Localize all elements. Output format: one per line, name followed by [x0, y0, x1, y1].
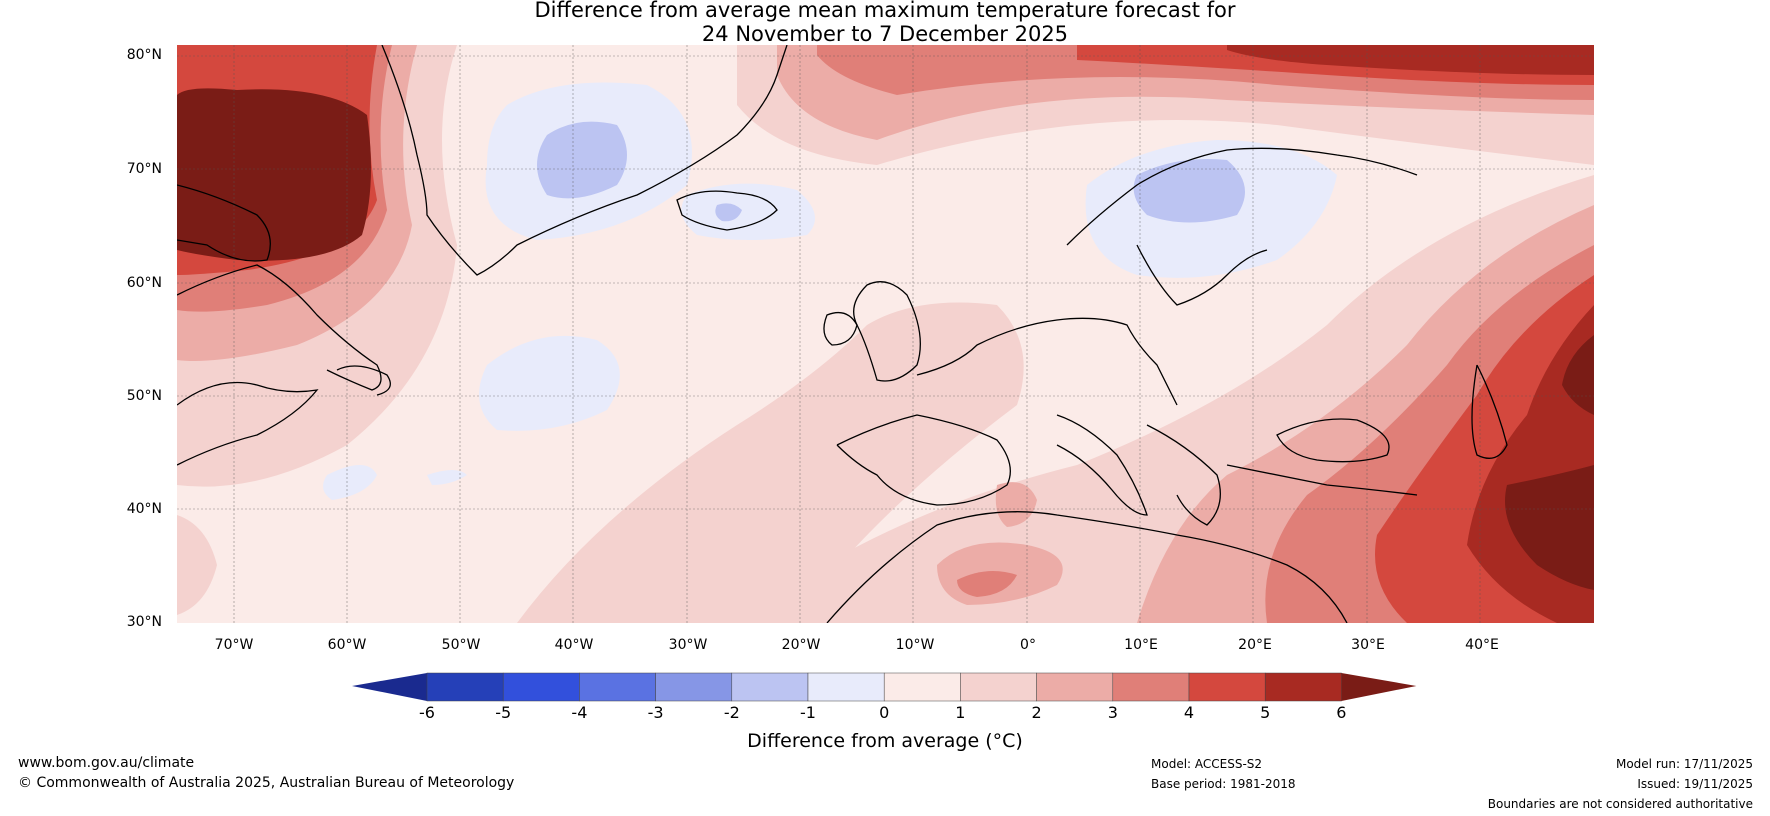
footer-copyright: © Commonwealth of Australia 2025, Austra… [18, 775, 515, 791]
colorbar-segments [352, 672, 1417, 702]
coastline-black-sea [1276, 418, 1390, 463]
coastline-italy [1056, 414, 1148, 516]
warm-field-sw-corner [177, 515, 217, 615]
lon-label-30e: 30°E [1351, 637, 1385, 653]
coastline-north-america [177, 381, 319, 466]
coastline-norway [1066, 147, 1418, 246]
colorbar-tick-label: 2 [1031, 703, 1042, 722]
warm-field-nafrica-2 [957, 571, 1017, 597]
colorbar-segment [1112, 672, 1190, 702]
colorbar-segment [1264, 672, 1342, 702]
lat-label-50n: 50°N [126, 388, 162, 404]
footer-issued: Issued: 19/11/2025 [1637, 777, 1753, 791]
lon-label-20w: 20°W [781, 637, 821, 653]
lon-label-40e: 40°E [1465, 637, 1499, 653]
coastline-balkans [1146, 424, 1221, 526]
title-line-1: Difference from average mean maximum tem… [534, 0, 1236, 22]
colorbar-segment [807, 672, 885, 702]
colorbar-tick-label: 4 [1183, 703, 1195, 722]
colorbar-label: Difference from average (°C) [747, 730, 1023, 752]
lon-label-0: 0° [1020, 637, 1036, 653]
coastline-caspian [1471, 364, 1508, 459]
chart-title: Difference from average mean maximum tem… [0, 0, 1770, 46]
colorbar-tick-label: -5 [495, 703, 512, 722]
colorbar-tick-label: 5 [1260, 703, 1271, 722]
coastline-baltic [1136, 244, 1268, 306]
footer-base-period: Base period: 1981-2018 [1151, 777, 1296, 791]
colorbar-extend-high [1341, 673, 1417, 701]
colorbar-segment [1036, 672, 1114, 702]
cool-field-atlantic-3 [427, 470, 467, 485]
lon-label-50w: 50°W [441, 637, 481, 653]
cool-field-atlantic [479, 335, 620, 431]
coastline-newfoundland [336, 365, 391, 396]
colorbar-segment [655, 672, 733, 702]
lon-label-70w: 70°W [214, 637, 254, 653]
lon-label-30w: 30°W [668, 637, 708, 653]
warm-field-canada-5 [177, 88, 371, 261]
warm-field-east-7 [1562, 335, 1594, 415]
graticule [177, 45, 1594, 623]
colorbar-segment [883, 672, 961, 702]
colorbar-tick-label: 6 [1336, 703, 1347, 722]
coastline-labrador [177, 264, 382, 391]
title-line-2: 24 November to 7 December 2025 [701, 22, 1069, 46]
colorbar-tick-label: -6 [419, 703, 435, 722]
colorbar-extend-low [352, 673, 427, 701]
colorbar-tick-label: -1 [800, 703, 816, 722]
lat-label-80n: 80°N [126, 47, 162, 63]
lon-label-40w: 40°W [554, 637, 594, 653]
footer-model: Model: ACCESS-S2 [1151, 757, 1263, 771]
footer-website[interactable]: www.bom.gov.au/climate [18, 755, 195, 771]
lat-label-60n: 60°N [126, 275, 162, 291]
cool-field-atlantic-2 [323, 465, 377, 500]
cool-field-iceland-core [715, 203, 742, 222]
lat-label-70n: 70°N [126, 161, 162, 177]
colorbar-tick-label: -2 [723, 703, 740, 722]
temperature-anomaly-map [177, 45, 1594, 623]
colorbar-segment [426, 672, 504, 702]
lon-label-20e: 20°E [1238, 637, 1272, 653]
warm-field-iberia [995, 482, 1037, 527]
colorbar-segment [731, 672, 809, 702]
cool-field-greenland-core [537, 121, 627, 199]
cool-field-iceland [681, 183, 815, 240]
lat-label-30n: 30°N [126, 614, 162, 630]
coastline-baffin [177, 184, 271, 262]
warm-field-svalbard-5 [1227, 45, 1594, 75]
cool-field-scandinavia-core [1133, 159, 1245, 223]
coastlines [177, 45, 1508, 623]
colorbar-segment [960, 672, 1037, 702]
colorbar-tick-label: 0 [879, 703, 890, 722]
lon-label-10e: 10°E [1124, 637, 1158, 653]
coastline-iceland [676, 190, 778, 231]
coastline-ireland [823, 311, 858, 346]
warm-field-east-6 [1505, 465, 1594, 590]
lon-label-60w: 60°W [327, 637, 367, 653]
coastline-western-europe [916, 317, 1178, 406]
warm-field-atlantic [517, 302, 1024, 623]
footer-model-run: Model run: 17/11/2025 [1615, 757, 1753, 771]
coastline-greenland [381, 45, 788, 276]
colorbar-tick-label: -4 [571, 703, 588, 722]
colorbar-tick-label: 3 [1107, 703, 1118, 722]
colorbar [352, 672, 1417, 702]
footer-disclaimer: Boundaries are not considered authoritat… [1487, 797, 1753, 811]
map-canvas [177, 45, 1594, 623]
colorbar-tick-label: -3 [647, 703, 664, 722]
colorbar-segment [1188, 672, 1266, 702]
lon-label-10w: 10°W [895, 637, 935, 653]
colorbar-segment [502, 672, 580, 702]
lat-label-40n: 40°N [126, 501, 162, 517]
coastline-north-africa [826, 511, 1348, 623]
coastline-turkey [1226, 464, 1418, 496]
coastline-iberia [836, 414, 1011, 506]
colorbar-segment [579, 672, 656, 702]
colorbar-tick-label: 1 [955, 703, 966, 722]
anomaly-fields [177, 45, 1594, 623]
